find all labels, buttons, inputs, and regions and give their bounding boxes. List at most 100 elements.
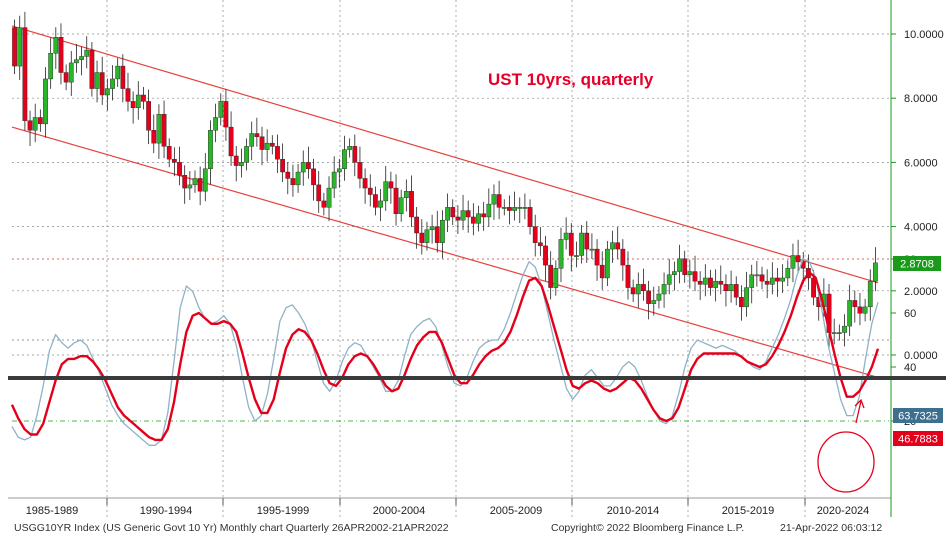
time-tick-label: 1990-1994 xyxy=(140,505,193,517)
candle-down xyxy=(89,49,95,89)
candle-down xyxy=(27,120,33,131)
candle-up xyxy=(115,65,121,80)
candle-up xyxy=(728,284,734,292)
time-tick-label: 2010-2014 xyxy=(607,505,660,517)
candle-down xyxy=(708,277,713,288)
candle-up xyxy=(785,268,791,279)
candle-down xyxy=(388,181,394,189)
candle-down xyxy=(58,37,64,73)
chart-title: UST 10yrs, quarterly xyxy=(488,70,654,89)
candle-down xyxy=(269,142,275,147)
candle-up xyxy=(378,200,383,208)
candle-up xyxy=(749,274,755,288)
candle-up xyxy=(563,232,569,240)
candle-down xyxy=(414,216,420,234)
price-tick-label: 8.0000 xyxy=(904,93,938,105)
candle-down xyxy=(233,155,239,166)
candle-up xyxy=(836,332,842,334)
fast-line-tag: 63.7325 xyxy=(893,408,943,423)
candle-up xyxy=(32,117,38,131)
last-price-tag: 2.8708 xyxy=(893,256,941,271)
candle-down xyxy=(311,168,316,186)
candle-up xyxy=(574,255,579,257)
channel-upper-line xyxy=(11,25,879,284)
candle-down xyxy=(455,216,461,221)
candle-up xyxy=(74,59,79,64)
candle-up xyxy=(187,184,193,189)
candle-up xyxy=(512,207,517,211)
candle-up xyxy=(48,53,54,80)
candle-down xyxy=(584,232,590,250)
candle-up xyxy=(43,78,48,125)
candle-down xyxy=(481,213,487,218)
candle-up xyxy=(244,146,249,163)
candle-up xyxy=(522,207,528,209)
candle-up xyxy=(867,280,873,308)
candle-down xyxy=(161,114,167,147)
candle-down xyxy=(352,146,358,163)
candle-down xyxy=(496,194,502,208)
candle-down xyxy=(543,245,548,266)
trend-channel xyxy=(11,25,879,379)
candle-down xyxy=(630,287,636,295)
candle-down xyxy=(259,136,265,150)
candle-up xyxy=(264,142,270,150)
candle-up xyxy=(331,171,337,189)
slow-line-value: 46.7883 xyxy=(898,434,938,446)
candle-down xyxy=(620,248,626,266)
grid xyxy=(12,0,889,517)
candle-up xyxy=(651,300,657,304)
candle-down xyxy=(739,297,744,308)
candle-down xyxy=(775,277,780,282)
candle-down xyxy=(811,277,816,298)
candle-up xyxy=(661,284,667,295)
candle-down xyxy=(759,274,765,282)
time-tick-label: 2015-2019 xyxy=(722,505,775,517)
candle-up xyxy=(873,262,878,282)
candle-down xyxy=(723,284,729,292)
candle-up xyxy=(403,191,409,198)
candle-down xyxy=(130,101,136,109)
candle-up xyxy=(94,72,100,89)
candle-down xyxy=(641,284,646,292)
candle-down xyxy=(99,72,105,96)
candle-up xyxy=(579,232,584,256)
candle-down xyxy=(450,207,456,218)
candle-down xyxy=(434,226,440,243)
candle-up xyxy=(213,117,218,131)
candle-up xyxy=(295,171,301,186)
candle-down xyxy=(120,65,126,89)
candle-up xyxy=(501,207,507,209)
channel-lower-line xyxy=(11,126,879,379)
candle-up xyxy=(347,146,353,150)
annotation-circle xyxy=(817,431,875,493)
candle-up xyxy=(249,133,255,147)
candle-down xyxy=(764,280,770,285)
candle-up xyxy=(744,287,749,308)
candle-down xyxy=(367,187,373,195)
candle-down xyxy=(599,264,605,279)
candle-up xyxy=(687,271,693,275)
candle-down xyxy=(316,184,322,202)
axes: 0.0000 2.0000 4.0000 6.0000 8.0000 10.0000 198… xyxy=(8,29,944,517)
candle-down xyxy=(373,194,378,208)
candle-down xyxy=(228,126,234,157)
candle-down xyxy=(280,158,285,173)
candle-up xyxy=(68,62,74,83)
footer-center: Copyright© 2022 Bloomberg Finance L.P. xyxy=(551,522,744,534)
candle-down xyxy=(393,187,399,214)
annotation-up-arrow xyxy=(854,398,865,424)
candle-up xyxy=(300,162,306,173)
candle-up xyxy=(790,255,796,269)
panel-separator[interactable] xyxy=(8,376,946,380)
candle-down xyxy=(795,255,801,263)
candle-down xyxy=(615,242,621,250)
osc-tick-label: 40 xyxy=(904,362,916,374)
slow-line-tag: 46.7883 xyxy=(893,431,943,446)
candle-down xyxy=(594,248,600,266)
candle-up xyxy=(192,178,198,186)
candle-down xyxy=(527,207,533,227)
candle-up xyxy=(202,168,208,192)
price-candles xyxy=(12,11,878,349)
